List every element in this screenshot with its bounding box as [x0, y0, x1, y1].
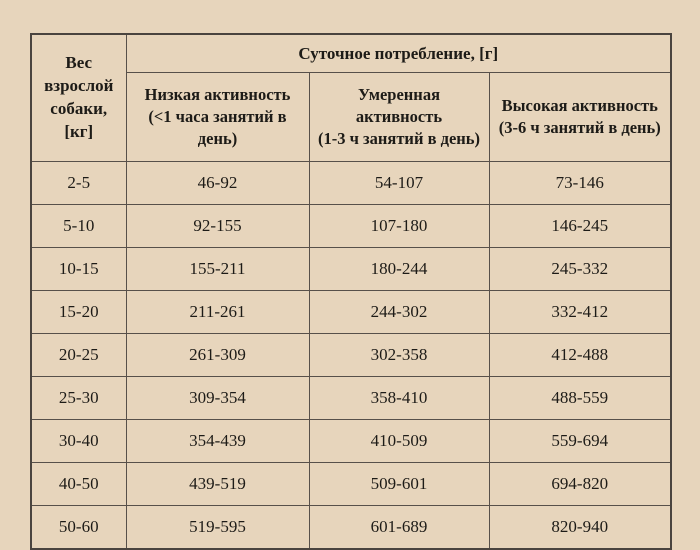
table-row: 10-15 155-211 180-244 245-332	[30, 247, 672, 291]
weight-cell: 50-60	[30, 505, 127, 550]
value-cell-low: 46-92	[125, 161, 310, 205]
value-cell-moderate: 509-601	[308, 462, 490, 506]
value-cell-moderate: 54-107	[308, 161, 490, 205]
dog-feeding-table: Вес взрослой собаки, [кг] Суточное потре…	[30, 33, 673, 550]
weight-cell: 25-30	[30, 376, 127, 420]
value-cell-high: 820-940	[488, 505, 672, 550]
value-cell-high: 73-146	[488, 161, 672, 205]
weight-cell: 10-15	[30, 247, 127, 291]
value-cell-high: 332-412	[488, 290, 672, 334]
high-activity-column-header: Высокая активность (3-6 ч занятий в день…	[488, 72, 672, 162]
moderate-activity-column-header: Умеренная активность (1-3 ч занятий в де…	[308, 72, 490, 162]
value-cell-high: 694-820	[488, 462, 672, 506]
value-cell-moderate: 601-689	[308, 505, 490, 550]
table-header-row-group: Вес взрослой собаки, [кг] Суточное потре…	[30, 33, 672, 162]
value-cell-low: 211-261	[125, 290, 310, 334]
table-row: 25-30 309-354 358-410 488-559	[30, 376, 672, 420]
value-cell-moderate: 302-358	[308, 333, 490, 377]
table-row: 2-5 46-92 54-107 73-146	[30, 161, 672, 205]
daily-consumption-group-header: Суточное потребление, [г]	[125, 33, 672, 73]
value-cell-low: 92-155	[125, 204, 310, 248]
table-row: 50-60 519-595 601-689 820-940	[30, 505, 672, 550]
table-row: 15-20 211-261 244-302 332-412	[30, 290, 672, 334]
table-row: 20-25 261-309 302-358 412-488	[30, 333, 672, 377]
value-cell-low: 439-519	[125, 462, 310, 506]
value-cell-moderate: 244-302	[308, 290, 490, 334]
value-cell-low: 354-439	[125, 419, 310, 463]
value-cell-moderate: 410-509	[308, 419, 490, 463]
weight-cell: 2-5	[30, 161, 127, 205]
weight-cell: 40-50	[30, 462, 127, 506]
weight-cell: 20-25	[30, 333, 127, 377]
value-cell-low: 519-595	[125, 505, 310, 550]
table-row: 5-10 92-155 107-180 146-245	[30, 204, 672, 248]
value-cell-moderate: 358-410	[308, 376, 490, 420]
value-cell-high: 412-488	[488, 333, 672, 377]
value-cell-high: 245-332	[488, 247, 672, 291]
page-background: Вес взрослой собаки, [кг] Суточное потре…	[30, 33, 673, 550]
table-row: 30-40 354-439 410-509 559-694	[30, 419, 672, 463]
weight-cell: 30-40	[30, 419, 127, 463]
table-header-row-activities: Низкая активность (<1 часа занятий в ден…	[31, 72, 672, 162]
weight-cell: 5-10	[30, 204, 127, 248]
weight-column-header: Вес взрослой собаки, [кг]	[30, 33, 127, 162]
low-activity-column-header: Низкая активность (<1 часа занятий в ден…	[125, 72, 310, 162]
value-cell-low: 261-309	[125, 333, 310, 377]
table-row: 40-50 439-519 509-601 694-820	[30, 462, 672, 506]
value-cell-high: 559-694	[488, 419, 672, 463]
value-cell-moderate: 107-180	[308, 204, 490, 248]
weight-cell: 15-20	[30, 290, 127, 334]
value-cell-high: 488-559	[488, 376, 672, 420]
value-cell-low: 155-211	[125, 247, 310, 291]
value-cell-high: 146-245	[488, 204, 672, 248]
value-cell-moderate: 180-244	[308, 247, 490, 291]
value-cell-low: 309-354	[125, 376, 310, 420]
